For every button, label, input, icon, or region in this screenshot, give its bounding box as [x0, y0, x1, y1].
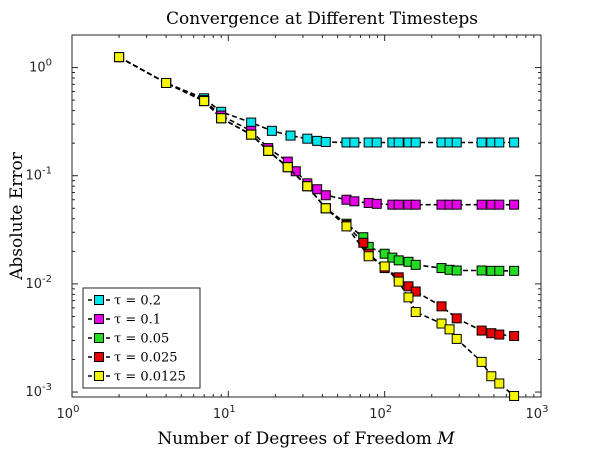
- data-point: [451, 199, 462, 210]
- data-point: [302, 181, 313, 192]
- data-point: [312, 184, 323, 195]
- data-point: [263, 145, 274, 156]
- data-point: [410, 137, 421, 148]
- data-point: [393, 276, 404, 287]
- data-point: [199, 96, 210, 107]
- data-point: [312, 135, 323, 146]
- data-point: [436, 301, 447, 312]
- data-point: [509, 330, 520, 341]
- series-line: [118, 56, 515, 397]
- data-point: [246, 117, 257, 128]
- x-tick-label: 101: [213, 404, 236, 422]
- y-tick-label: 100: [29, 58, 52, 76]
- data-point: [320, 137, 331, 148]
- data-point: [476, 199, 487, 210]
- data-point: [285, 130, 296, 141]
- data-point: [371, 198, 382, 209]
- data-point: [320, 190, 331, 201]
- legend-marker: [94, 314, 104, 324]
- data-point: [494, 378, 505, 389]
- series-4: [114, 52, 520, 401]
- legend-marker: [94, 295, 104, 305]
- data-point: [410, 259, 421, 270]
- legend-marker: [94, 352, 104, 362]
- y-axis-label: Absolute Error: [7, 151, 27, 281]
- data-point: [358, 237, 369, 248]
- x-tick-label: 100: [57, 404, 80, 422]
- data-point: [393, 199, 404, 210]
- x-tick-label: 103: [526, 404, 549, 422]
- data-point: [451, 313, 462, 324]
- data-point: [282, 162, 293, 173]
- data-point: [509, 265, 520, 276]
- data-point: [403, 292, 414, 303]
- data-point: [451, 265, 462, 276]
- data-point: [494, 329, 505, 340]
- data-point: [494, 265, 505, 276]
- data-point: [509, 390, 520, 401]
- data-point: [476, 137, 487, 148]
- legend-label: τ = 0.0125: [114, 370, 186, 385]
- chart-title: Convergence at Different Timesteps: [166, 9, 478, 29]
- y-tick-label: 10-3: [25, 382, 52, 400]
- legend-item: τ = 0.0125: [88, 370, 186, 385]
- legend-item: τ = 0.025: [88, 351, 178, 366]
- data-point: [486, 371, 497, 382]
- data-point: [379, 261, 390, 272]
- data-point: [266, 125, 277, 136]
- x-tick-label: 102: [369, 404, 392, 422]
- data-point: [509, 199, 520, 210]
- data-point: [476, 325, 487, 336]
- series-layer: [114, 52, 520, 401]
- data-point: [320, 203, 331, 214]
- legend-marker: [94, 371, 104, 381]
- data-point: [444, 324, 455, 335]
- data-point: [161, 77, 172, 88]
- x-axis-label: Number of Degrees of Freedom M: [157, 429, 455, 449]
- legend-marker: [94, 333, 104, 343]
- data-point: [363, 251, 374, 262]
- data-point: [451, 333, 462, 344]
- legend-item: τ = 0.05: [88, 332, 169, 347]
- legend-label: τ = 0.025: [114, 351, 178, 366]
- data-point: [349, 196, 360, 207]
- legend-item: τ = 0.1: [88, 313, 161, 328]
- data-point: [410, 286, 421, 297]
- y-tick-label: 10-1: [25, 166, 52, 184]
- data-point: [494, 199, 505, 210]
- data-point: [393, 255, 404, 266]
- legend-item: τ = 0.2: [88, 294, 161, 309]
- data-point: [371, 137, 382, 148]
- data-point: [476, 356, 487, 367]
- data-point: [349, 137, 360, 148]
- y-tick-label: 10-2: [25, 274, 52, 292]
- data-point: [403, 281, 414, 292]
- data-point: [393, 137, 404, 148]
- legend: τ = 0.2 τ = 0.1 τ = 0.05 τ = 0.025 τ = 0.012…: [82, 287, 201, 389]
- data-point: [246, 129, 257, 140]
- data-point: [494, 137, 505, 148]
- legend-label: τ = 0.1: [114, 313, 161, 328]
- data-point: [509, 137, 520, 148]
- data-point: [302, 133, 313, 144]
- data-point: [410, 306, 421, 317]
- data-point: [216, 113, 227, 124]
- legend-label: τ = 0.05: [114, 332, 169, 347]
- data-point: [476, 265, 487, 276]
- data-point: [451, 137, 462, 148]
- data-point: [410, 199, 421, 210]
- data-point: [341, 221, 352, 232]
- data-point: [114, 52, 125, 63]
- data-point: [436, 318, 447, 329]
- legend-label: τ = 0.2: [114, 294, 161, 309]
